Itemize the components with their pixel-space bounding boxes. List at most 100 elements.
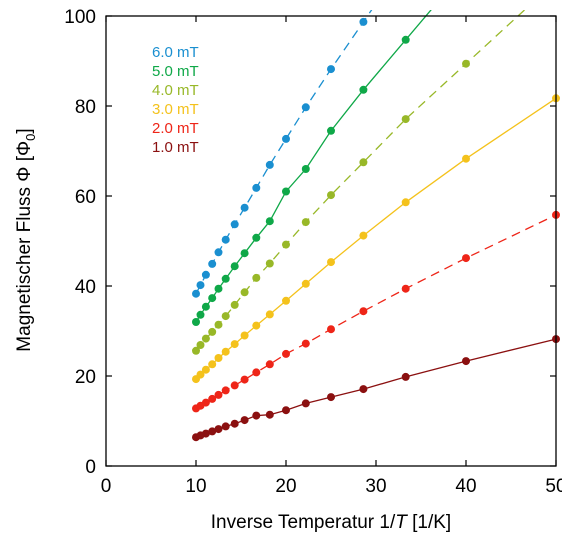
data-point-3-9 [265,310,274,319]
data-point-2-5 [221,312,230,321]
data-point-4-15 [462,254,470,263]
data-point-4-7 [240,375,249,384]
data-point-2-13 [359,158,368,167]
x-tick-label: 20 [275,476,296,497]
legend-entry-5: 1.0 mT [152,139,199,156]
y-axis-label-unit-subscript: 0 [23,134,38,141]
data-point-1-6 [230,262,239,271]
data-point-1-5 [221,274,230,283]
data-point-5-5 [221,422,230,431]
legend-entry-4: 2.0 mT [152,120,199,137]
y-tick-label: 80 [75,97,96,118]
data-point-2-15 [462,59,470,68]
series-line-5 [195,338,557,438]
data-point-2-9 [265,259,274,268]
data-point-4-13 [359,307,368,316]
data-point-5-11 [301,399,310,408]
data-point-3-2 [201,365,210,374]
data-point-4-14 [401,284,410,293]
data-point-1-0 [192,318,200,326]
x-tick-label: 10 [185,476,206,497]
data-point-3-8 [252,321,261,330]
x-tick-label: 50 [545,476,562,497]
data-point-4-11 [301,339,310,348]
y-tick-label: 60 [75,187,96,208]
data-point-4-3 [208,394,217,403]
data-point-2-7 [240,288,249,297]
data-point-3-4 [214,354,223,362]
data-point-1-13 [359,85,368,94]
x-axis-label-variable: T [395,512,408,533]
y-tick-label: 40 [75,277,96,298]
data-point-1-12 [327,126,335,135]
y-axis-label-symbol: Φ [14,167,35,182]
data-point-5-8 [252,411,261,420]
legend-entry-1: 5.0 mT [152,63,199,80]
data-point-4-9 [265,360,274,369]
data-point-0-3 [208,259,217,268]
data-point-1-1 [196,310,205,319]
data-point-0-5 [221,235,230,244]
data-point-5-15 [462,357,470,366]
data-point-1-3 [208,294,217,303]
x-tick-label: 30 [365,476,386,497]
y-axis-label-unit-open: [Φ [14,141,35,167]
data-point-1-11 [301,165,310,173]
y-tick-label: 20 [75,367,96,388]
data-point-5-2 [201,429,210,438]
plot-marks [192,10,560,442]
data-point-2-6 [230,300,239,309]
data-point-1-4 [214,284,223,293]
data-point-4-12 [327,325,335,334]
data-point-0-9 [265,160,274,169]
data-point-2-14 [401,115,410,124]
data-point-0-1 [196,281,205,290]
data-point-2-3 [208,327,217,336]
y-tick-label: 100 [64,7,96,28]
data-point-3-14 [401,198,410,207]
data-point-0-10 [282,134,290,143]
data-point-2-8 [252,273,261,282]
data-point-3-13 [359,231,368,240]
plot-frame [105,15,557,467]
data-point-1-9 [265,217,274,226]
data-point-0-12 [327,65,335,74]
legend-entry-2: 4.0 mT [152,82,199,99]
data-point-4-10 [282,349,290,358]
data-point-0-4 [214,248,223,257]
data-point-2-11 [301,218,310,227]
data-point-5-14 [401,372,410,381]
y-tick-label: 0 [85,457,96,478]
series-line-2 [195,10,526,352]
series-line-0 [195,10,373,295]
data-point-4-8 [252,368,261,377]
legend-entry-3: 3.0 mT [152,101,199,118]
series-line-4 [195,214,557,409]
series-line-3 [195,97,557,380]
data-point-0-11 [301,103,310,112]
data-point-1-2 [201,302,210,311]
data-point-2-10 [282,240,290,249]
data-point-2-12 [327,191,335,200]
y-axis-label: Magnetischer Fluss Φ [Φ0] [14,128,38,351]
data-point-4-5 [221,386,230,395]
data-point-3-12 [327,258,335,267]
data-point-0-7 [240,203,249,212]
data-point-3-10 [282,296,290,305]
data-point-2-2 [201,334,210,343]
data-point-2-4 [214,320,223,329]
x-axis-label-prefix: Inverse Temperatur 1/ [211,512,396,533]
data-point-5-7 [240,416,249,425]
data-point-3-11 [301,279,310,288]
x-tick-label: 40 [455,476,476,497]
data-point-3-15 [462,154,470,163]
data-point-5-10 [282,406,290,415]
data-point-3-1 [196,370,205,379]
y-axis-label-unit-close: ] [14,128,35,133]
data-point-5-9 [265,410,274,419]
x-tick-label: 0 [101,476,112,497]
data-point-5-4 [214,425,223,434]
data-point-1-7 [240,249,249,258]
data-point-1-10 [282,187,290,196]
